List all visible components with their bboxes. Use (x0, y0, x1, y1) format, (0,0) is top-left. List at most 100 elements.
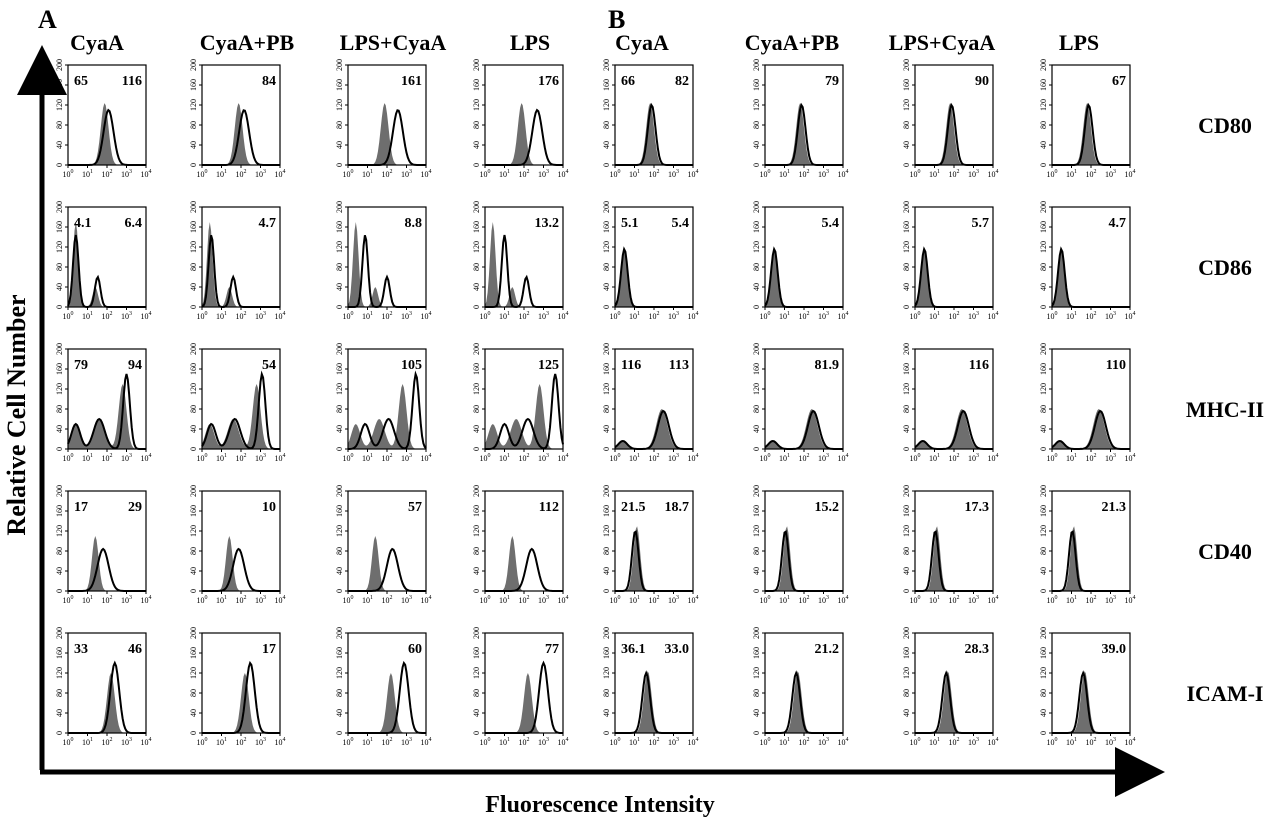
y-tick-label: 80 (1039, 405, 1048, 413)
mfi-label-treated: 94 (128, 358, 142, 373)
x-tick-label: 104 (988, 737, 999, 747)
filled-histogram (765, 247, 843, 307)
x-tick-label: 104 (1125, 595, 1136, 605)
y-tick-label: 120 (752, 241, 761, 253)
y-tick-label: 160 (902, 363, 911, 375)
y-tick-label: 80 (752, 263, 761, 271)
y-tick-label: 120 (1039, 99, 1048, 111)
y-tick-label: 160 (472, 505, 481, 517)
y-tick-label: 40 (902, 567, 911, 575)
y-tick-label: 160 (1039, 221, 1048, 233)
column-header-b-0: CyaA (615, 30, 669, 55)
open-histogram (485, 547, 563, 592)
x-tick-label: 104 (421, 453, 432, 463)
y-tick-label: 160 (602, 79, 611, 91)
x-tick-label: 101 (629, 595, 640, 605)
y-tick-label: 120 (902, 99, 911, 111)
y-tick-label: 200 (1039, 485, 1048, 497)
filled-histogram (348, 384, 426, 449)
y-tick-label: 200 (602, 59, 611, 71)
y-tick-label: 0 (55, 447, 64, 451)
x-tick-label: 104 (275, 311, 286, 321)
histogram-b-cd80-3: 0 40 80 120 160 200 100 101 102 103 104 67 (1039, 59, 1136, 179)
x-tick-label: 101 (362, 737, 373, 747)
y-tick-label: 80 (472, 405, 481, 413)
x-tick-label: 104 (558, 595, 569, 605)
y-tick-label: 0 (752, 589, 761, 593)
x-tick-label: 103 (401, 595, 412, 605)
open-histogram (765, 529, 843, 592)
y-tick-label: 40 (752, 567, 761, 575)
histogram-b-icam-i-3: 0 40 80 120 160 200 100 101 102 103 104 39.0 (1039, 627, 1136, 747)
y-tick-label: 160 (472, 79, 481, 91)
x-tick-label: 100 (63, 311, 74, 321)
x-tick-label: 103 (968, 453, 979, 463)
y-tick-label: 120 (55, 525, 64, 537)
plot-frame (67, 348, 147, 450)
x-tick-label: 100 (197, 169, 208, 179)
filled-histogram (202, 384, 280, 449)
y-tick-label: 40 (335, 141, 344, 149)
histogram-b-cd40-2: 0 40 80 120 160 200 100 101 102 103 104 17.3 (902, 485, 999, 605)
x-tick-label: 101 (779, 595, 790, 605)
y-tick-label: 120 (902, 525, 911, 537)
x-tick-label: 103 (968, 595, 979, 605)
plot-frame (484, 64, 564, 166)
y-tick-label: 0 (752, 447, 761, 451)
y-tick-label: 40 (55, 283, 64, 291)
y-tick-label: 200 (752, 485, 761, 497)
y-tick-label: 200 (55, 201, 64, 213)
y-tick-label: 160 (472, 647, 481, 659)
y-tick-label: 80 (602, 121, 611, 129)
y-tick-label: 40 (1039, 141, 1048, 149)
y-tick-label: 40 (189, 425, 198, 433)
plot-frame (67, 64, 147, 166)
x-tick-label: 102 (649, 595, 660, 605)
x-tick-label: 100 (197, 453, 208, 463)
x-tick-label: 101 (499, 453, 510, 463)
x-tick-label: 101 (929, 453, 940, 463)
x-tick-label: 101 (216, 737, 227, 747)
x-tick-label: 104 (141, 311, 152, 321)
mfi-label: 15.2 (815, 500, 840, 515)
plot-frame (201, 490, 281, 592)
y-tick-label: 80 (189, 689, 198, 697)
y-tick-label: 120 (472, 99, 481, 111)
y-tick-label: 120 (472, 525, 481, 537)
y-tick-label: 160 (902, 647, 911, 659)
y-tick-label: 120 (472, 241, 481, 253)
histogram-a-icam-i-0: 0 40 80 120 160 200 100 101 102 103 104 33 46 (55, 627, 152, 747)
x-tick-label: 104 (275, 737, 286, 747)
mfi-label-control: 21.5 (621, 500, 646, 515)
x-tick-label: 101 (929, 311, 940, 321)
mfi-label-control: 79 (74, 358, 88, 373)
mfi-label-control: 17 (74, 500, 88, 515)
histogram-a-cd86-3: 0 40 80 120 160 200 100 101 102 103 104 13.2 (472, 201, 569, 321)
y-tick-label: 0 (902, 305, 911, 309)
open-histogram (1052, 670, 1130, 734)
marker-label-mhc-ii: MHC-II (1186, 397, 1264, 422)
histogram-b-cd80-0: 0 40 80 120 160 200 100 101 102 103 104 66 82 (602, 59, 699, 179)
plot-frame (67, 206, 147, 308)
x-tick-label: 102 (236, 169, 247, 179)
x-tick-label: 104 (988, 169, 999, 179)
x-tick-label: 103 (668, 737, 679, 747)
x-tick-label: 102 (1086, 453, 1097, 463)
open-histogram (201, 370, 280, 450)
y-tick-label: 120 (55, 241, 64, 253)
x-tick-label: 101 (779, 737, 790, 747)
column-header-a-3: LPS (510, 30, 550, 55)
x-tick-label: 102 (519, 311, 530, 321)
x-tick-label: 100 (63, 737, 74, 747)
y-tick-label: 0 (55, 163, 64, 167)
y-tick-label: 0 (752, 163, 761, 167)
y-tick-label: 80 (335, 263, 344, 271)
x-tick-label: 101 (1066, 311, 1077, 321)
x-tick-label: 101 (629, 169, 640, 179)
y-tick-label: 0 (189, 731, 198, 735)
x-tick-label: 100 (480, 169, 491, 179)
x-tick-label: 103 (668, 595, 679, 605)
y-tick-label: 80 (902, 405, 911, 413)
x-tick-label: 100 (480, 311, 491, 321)
x-tick-label: 104 (141, 453, 152, 463)
